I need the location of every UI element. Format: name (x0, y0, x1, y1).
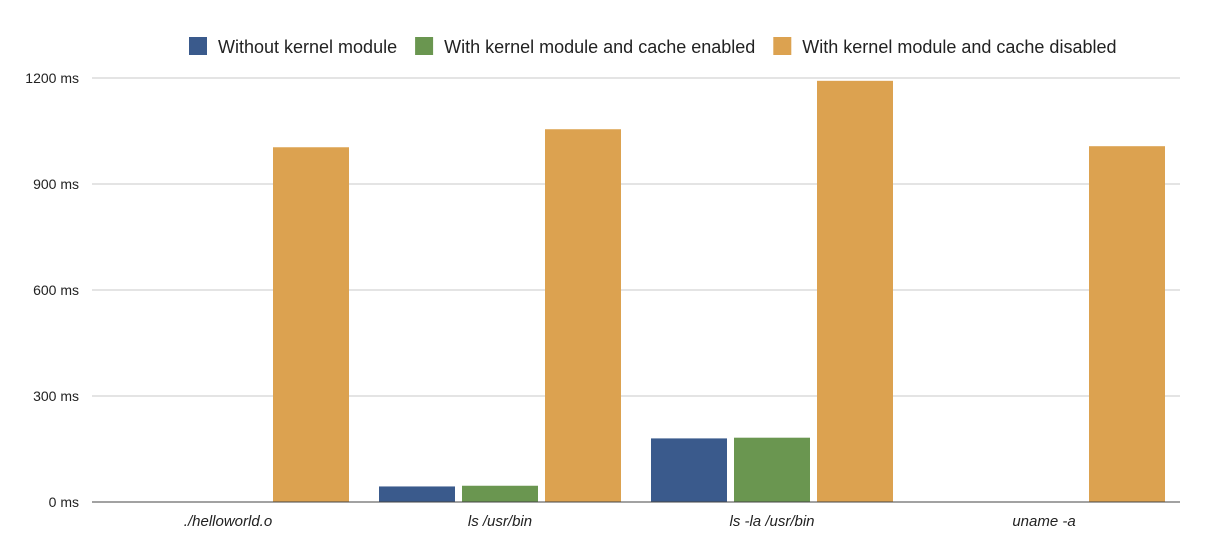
bar (462, 485, 538, 502)
legend: Without kernel module With kernel module … (189, 37, 1116, 57)
grid-layer (92, 77, 1180, 397)
y-tick-label: 0 ms (49, 494, 79, 510)
bar (273, 147, 349, 502)
x-tick-label: ls /usr/bin (468, 513, 532, 530)
y-tick-label: 300 ms (33, 388, 79, 404)
y-tick-label: 900 ms (33, 176, 79, 192)
x-tick-label: ls -la /usr/bin (729, 513, 814, 530)
x-tick-label: ./helloworld.o (184, 513, 272, 530)
bar (734, 437, 810, 502)
bar (379, 486, 455, 502)
bar (545, 129, 621, 502)
legend-label: With kernel module and cache disabled (802, 37, 1116, 57)
bar (1089, 146, 1165, 502)
legend-swatch (415, 37, 434, 55)
legend-label: Without kernel module (218, 37, 397, 57)
axis-layer: 0 ms 300 ms 600 ms 900 ms 1200 ms ./helloworl… (25, 70, 1180, 530)
legend-swatch (189, 37, 207, 55)
bar (817, 80, 893, 503)
bars-layer (273, 80, 1165, 503)
legend-item: With kernel module and cache disabled (773, 37, 1116, 57)
legend-item: With kernel module and cache enabled (415, 37, 755, 57)
y-tick-label: 1200 ms (25, 70, 79, 86)
x-tick-label: uname -a (1012, 513, 1075, 530)
legend-swatch (773, 37, 792, 55)
legend-item: Without kernel module (189, 37, 397, 57)
bar (651, 438, 727, 502)
y-tick-label: 600 ms (33, 282, 79, 298)
legend-label: With kernel module and cache enabled (444, 37, 755, 57)
